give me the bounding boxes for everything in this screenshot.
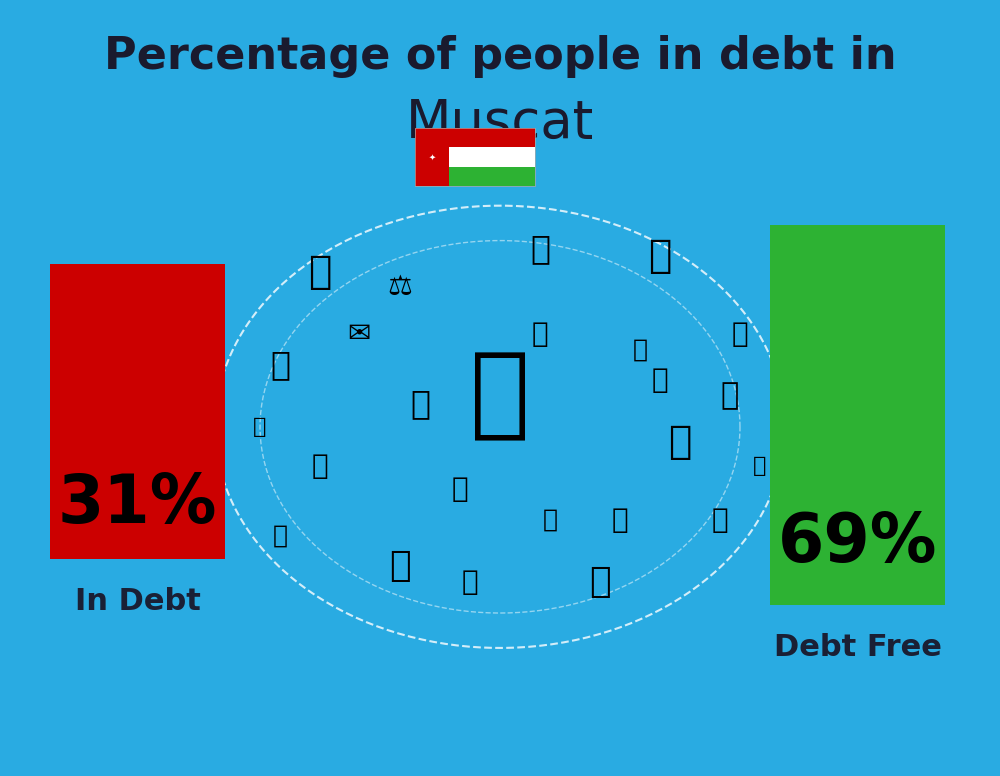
Text: 🔓: 🔓 [753, 456, 767, 476]
Text: Muscat: Muscat [406, 97, 594, 149]
Text: 🔒: 🔒 [272, 524, 288, 547]
Text: 💵: 💵 [530, 232, 550, 265]
Text: 📱: 📱 [721, 381, 739, 411]
Text: 💳: 💳 [732, 320, 748, 348]
Text: 🔑: 🔑 [633, 338, 648, 361]
Text: 🎓: 🎓 [668, 424, 692, 461]
Text: 💴: 💴 [532, 320, 548, 348]
Text: 💰: 💰 [410, 387, 430, 420]
Text: Debt Free: Debt Free [774, 633, 941, 663]
Text: 💎: 💎 [253, 417, 267, 437]
Text: 📊: 📊 [712, 506, 728, 534]
Text: 31%: 31% [58, 471, 217, 538]
Text: 💹: 💹 [452, 475, 468, 503]
Circle shape [215, 206, 785, 648]
Text: 💼: 💼 [389, 549, 411, 584]
Text: 🏛: 🏛 [470, 348, 530, 444]
Text: 📄: 📄 [612, 506, 628, 534]
Text: 💲: 💲 [542, 508, 558, 532]
Text: 🐷: 🐷 [462, 568, 478, 596]
Text: 🚗: 🚗 [589, 565, 611, 599]
Text: 🦅: 🦅 [308, 253, 332, 290]
FancyBboxPatch shape [449, 167, 535, 186]
FancyBboxPatch shape [449, 128, 535, 147]
Text: 🏠: 🏠 [648, 237, 672, 275]
Text: ✉️: ✉️ [348, 320, 372, 348]
FancyBboxPatch shape [415, 128, 449, 186]
Text: 📦: 📦 [270, 348, 290, 381]
Text: 📋: 📋 [312, 452, 328, 480]
FancyBboxPatch shape [50, 264, 225, 559]
Text: ⚖️: ⚖️ [388, 273, 412, 301]
FancyBboxPatch shape [415, 128, 535, 186]
Text: ✦: ✦ [428, 153, 435, 161]
Text: 69%: 69% [778, 510, 937, 577]
FancyBboxPatch shape [770, 225, 945, 605]
Text: 🪙: 🪙 [652, 366, 668, 394]
Text: In Debt: In Debt [75, 587, 200, 616]
Text: Percentage of people in debt in: Percentage of people in debt in [104, 35, 896, 78]
